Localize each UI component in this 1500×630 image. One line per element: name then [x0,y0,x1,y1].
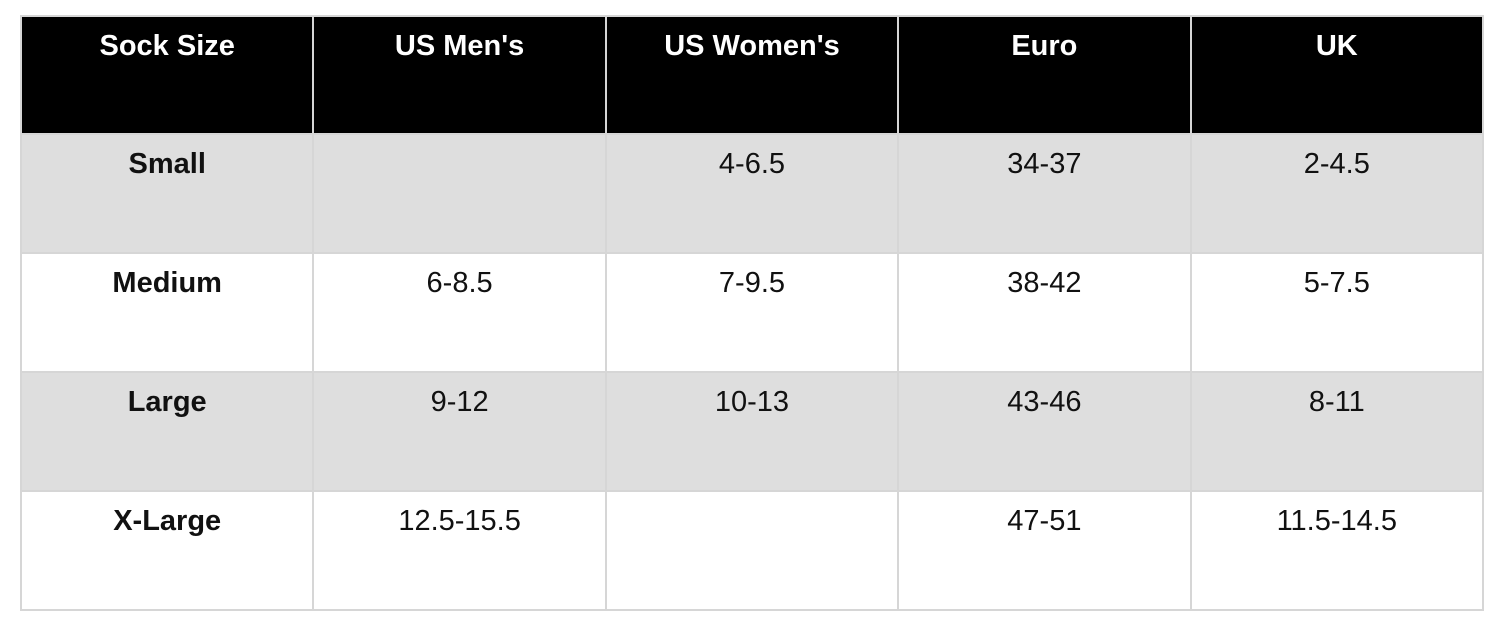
cell-x-large-us-mens: 12.5-15.5 [314,492,605,609]
row-label-large: Large [22,373,313,490]
header-cell-us-mens: US Men's [314,17,605,133]
header-cell-uk: UK [1191,17,1482,133]
header-cell-us-womens: US Women's [606,17,898,133]
cell-small-us-womens: 4-6.5 [606,135,898,252]
cell-large-us-mens: 9-12 [314,373,605,490]
cell-small-euro: 34-37 [899,135,1190,252]
cell-large-us-womens: 10-13 [606,373,898,490]
header-cell-euro: Euro [899,17,1190,133]
header-cell-sock-size: Sock Size [22,17,313,133]
row-label-x-large: X-Large [22,492,313,609]
cell-x-large-uk: 11.5-14.5 [1191,492,1482,609]
row-label-medium: Medium [22,254,313,371]
cell-small-uk: 2-4.5 [1191,135,1482,252]
cell-medium-us-mens: 6-8.5 [314,254,605,371]
cell-x-large-euro: 47-51 [899,492,1190,609]
row-label-small: Small [22,135,313,252]
table-row-x-large: X-Large 12.5-15.5 47-51 11.5-14.5 [22,492,1482,609]
cell-medium-us-womens: 7-9.5 [606,254,898,371]
table-row-small: Small 4-6.5 34-37 2-4.5 [22,135,1482,252]
cell-large-uk: 8-11 [1191,373,1482,490]
cell-large-euro: 43-46 [899,373,1190,490]
table-row-medium: Medium 6-8.5 7-9.5 38-42 5-7.5 [22,254,1482,371]
cell-medium-uk: 5-7.5 [1191,254,1482,371]
cell-small-us-mens [314,135,605,252]
header-row: Sock Size US Men's US Women's Euro UK [22,17,1482,133]
sock-size-conversion-table: Sock Size US Men's US Women's Euro UK Sm… [20,15,1484,611]
cell-medium-euro: 38-42 [899,254,1190,371]
cell-x-large-us-womens [606,492,898,609]
table-row-large: Large 9-12 10-13 43-46 8-11 [22,373,1482,490]
